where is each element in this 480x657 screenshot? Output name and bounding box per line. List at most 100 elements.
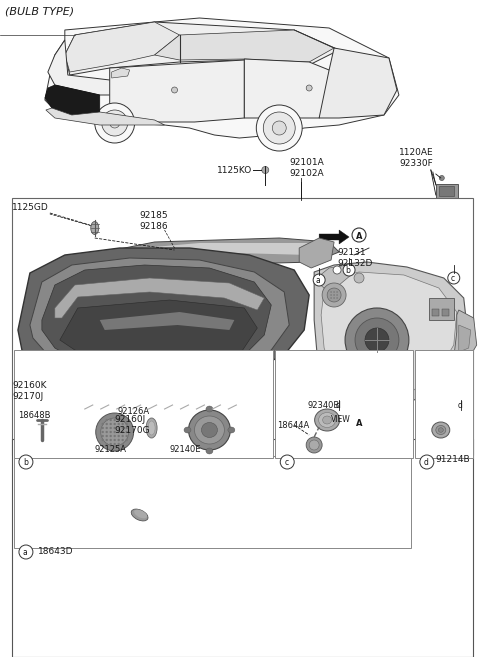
Text: 92101A: 92101A bbox=[289, 158, 324, 167]
Polygon shape bbox=[112, 68, 130, 78]
Bar bbox=[12, 198, 473, 455]
Text: 1120AE: 1120AE bbox=[399, 148, 433, 157]
Circle shape bbox=[453, 381, 461, 389]
Text: 91214B: 91214B bbox=[436, 455, 470, 464]
Text: d: d bbox=[336, 401, 340, 410]
Circle shape bbox=[333, 297, 335, 299]
FancyBboxPatch shape bbox=[436, 184, 458, 200]
Ellipse shape bbox=[184, 427, 191, 433]
Polygon shape bbox=[65, 22, 339, 75]
Text: 18644A: 18644A bbox=[277, 421, 310, 430]
Circle shape bbox=[125, 431, 128, 433]
Polygon shape bbox=[299, 238, 334, 268]
Circle shape bbox=[333, 291, 335, 293]
Polygon shape bbox=[60, 300, 257, 365]
Text: 92140E: 92140E bbox=[169, 445, 201, 454]
Text: 92131: 92131 bbox=[337, 248, 366, 257]
Bar bbox=[432, 309, 439, 316]
Circle shape bbox=[109, 423, 112, 425]
Circle shape bbox=[109, 419, 112, 421]
Text: 92126A: 92126A bbox=[118, 407, 150, 416]
Circle shape bbox=[272, 121, 286, 135]
Circle shape bbox=[280, 455, 294, 469]
Ellipse shape bbox=[323, 416, 332, 424]
Ellipse shape bbox=[148, 421, 155, 435]
Text: a: a bbox=[316, 276, 320, 285]
Circle shape bbox=[95, 103, 134, 143]
Polygon shape bbox=[120, 243, 329, 256]
Ellipse shape bbox=[134, 510, 147, 518]
Polygon shape bbox=[314, 265, 351, 288]
Circle shape bbox=[322, 283, 346, 307]
Bar bbox=[14, 350, 273, 458]
Circle shape bbox=[102, 427, 104, 429]
Ellipse shape bbox=[315, 409, 339, 431]
Text: c: c bbox=[450, 274, 455, 283]
FancyBboxPatch shape bbox=[439, 186, 454, 196]
Text: a: a bbox=[23, 548, 28, 557]
Text: 92340B: 92340B bbox=[307, 401, 339, 410]
Polygon shape bbox=[105, 238, 339, 265]
Circle shape bbox=[110, 118, 120, 128]
Polygon shape bbox=[30, 258, 289, 377]
Polygon shape bbox=[110, 60, 244, 122]
Circle shape bbox=[353, 417, 365, 429]
Text: b: b bbox=[346, 266, 350, 275]
Circle shape bbox=[113, 419, 116, 421]
Polygon shape bbox=[155, 30, 334, 62]
Circle shape bbox=[336, 291, 338, 293]
Text: 18648B: 18648B bbox=[18, 411, 50, 420]
Ellipse shape bbox=[436, 426, 446, 434]
Polygon shape bbox=[319, 48, 397, 118]
Circle shape bbox=[113, 427, 116, 429]
Circle shape bbox=[125, 427, 128, 429]
Circle shape bbox=[336, 294, 338, 296]
Circle shape bbox=[121, 439, 124, 442]
Circle shape bbox=[118, 423, 120, 425]
Polygon shape bbox=[18, 248, 309, 385]
Circle shape bbox=[113, 435, 116, 437]
Circle shape bbox=[125, 439, 128, 442]
Text: 92186: 92186 bbox=[140, 222, 168, 231]
Circle shape bbox=[420, 455, 434, 469]
Ellipse shape bbox=[206, 406, 213, 412]
Circle shape bbox=[125, 435, 128, 437]
Circle shape bbox=[121, 419, 124, 421]
Circle shape bbox=[106, 435, 108, 437]
Circle shape bbox=[355, 318, 399, 362]
Text: 18643D: 18643D bbox=[38, 547, 73, 556]
Circle shape bbox=[121, 431, 124, 433]
Text: 92102A: 92102A bbox=[289, 169, 324, 178]
Circle shape bbox=[306, 85, 312, 91]
Circle shape bbox=[106, 419, 108, 421]
Ellipse shape bbox=[194, 416, 224, 444]
Text: A: A bbox=[356, 232, 362, 241]
Ellipse shape bbox=[91, 221, 99, 235]
Circle shape bbox=[354, 273, 364, 283]
Circle shape bbox=[102, 439, 104, 442]
Circle shape bbox=[106, 423, 108, 425]
Circle shape bbox=[109, 439, 112, 442]
Ellipse shape bbox=[438, 428, 444, 432]
Circle shape bbox=[121, 423, 124, 425]
Circle shape bbox=[19, 455, 33, 469]
Text: 92170J: 92170J bbox=[12, 392, 43, 401]
Bar bbox=[429, 298, 454, 320]
Circle shape bbox=[106, 427, 108, 429]
Circle shape bbox=[345, 308, 409, 372]
Circle shape bbox=[309, 440, 319, 450]
Circle shape bbox=[19, 545, 33, 559]
Circle shape bbox=[262, 166, 269, 173]
Circle shape bbox=[106, 431, 108, 433]
Text: 92125A: 92125A bbox=[95, 445, 127, 454]
Ellipse shape bbox=[146, 418, 157, 438]
Bar bbox=[415, 350, 473, 458]
Polygon shape bbox=[42, 265, 271, 373]
Text: A: A bbox=[356, 419, 362, 428]
Circle shape bbox=[327, 288, 341, 302]
Polygon shape bbox=[55, 278, 264, 318]
Circle shape bbox=[330, 297, 332, 299]
Text: b: b bbox=[23, 458, 28, 467]
Circle shape bbox=[102, 110, 128, 136]
Text: (BULB TYPE): (BULB TYPE) bbox=[5, 6, 74, 16]
